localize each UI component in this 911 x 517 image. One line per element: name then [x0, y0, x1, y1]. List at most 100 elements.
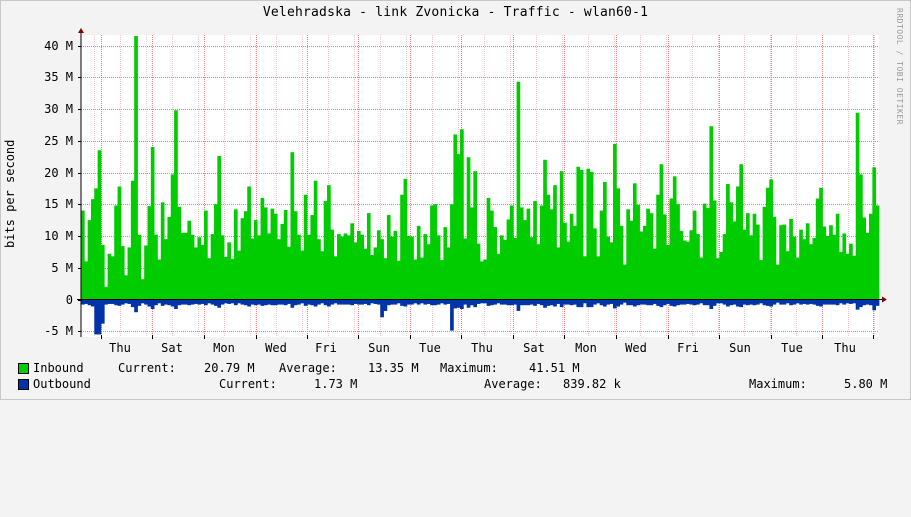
inbound-bar — [822, 226, 827, 300]
outbound-bar — [360, 299, 364, 305]
outbound-bar — [170, 299, 175, 307]
inbound-bar — [243, 211, 248, 300]
inbound-current-label: Current: — [118, 361, 176, 375]
outbound-bar — [373, 299, 378, 304]
inbound-bar — [872, 167, 877, 300]
inbound-bar — [852, 255, 857, 300]
inbound-bar — [789, 218, 793, 300]
inbound-bar — [170, 174, 175, 300]
outbound-bar — [573, 299, 577, 305]
outbound-bar — [84, 299, 89, 304]
inbound-bar — [317, 239, 321, 300]
y-tick-label: 15 M — [44, 197, 73, 211]
inbound-bar — [772, 216, 777, 300]
x-axis-arrow — [882, 296, 887, 303]
outbound-name: Outbound — [33, 377, 91, 391]
inbound-bar — [809, 244, 813, 300]
inbound-bar — [366, 213, 371, 300]
outbound-bar — [430, 299, 434, 306]
x-tick-label: Fri — [315, 341, 337, 355]
inbound-bar — [859, 174, 863, 300]
outbound-bar — [333, 299, 338, 304]
major-grid — [81, 35, 879, 337]
outbound-bar — [539, 299, 544, 306]
inbound-average-label: Average: — [279, 361, 337, 375]
axes — [77, 28, 887, 339]
outbound-bar — [327, 299, 331, 307]
inbound-bar — [579, 169, 584, 300]
outbound-bar — [323, 299, 328, 306]
inbound-bar — [486, 197, 491, 300]
inbound-bar — [609, 242, 614, 300]
outbound-bar — [217, 299, 222, 308]
outbound-bar — [789, 299, 793, 306]
inbound-bar — [323, 201, 328, 300]
inbound-bar — [769, 179, 773, 300]
inbound-bar — [553, 185, 557, 300]
inbound-bar — [81, 210, 85, 300]
outbound-bar — [839, 299, 843, 304]
inbound-bar — [87, 220, 92, 300]
outbound-bar — [154, 299, 158, 306]
inbound-bar — [114, 205, 118, 300]
inbound-bar — [463, 238, 468, 300]
inbound-bar — [686, 241, 690, 300]
y-tick-label: 40 M — [44, 39, 73, 53]
inbound-bar — [396, 260, 401, 300]
outbound-bar — [90, 299, 95, 307]
inbound-bar — [762, 206, 767, 300]
inbound-bar — [204, 210, 208, 300]
outbound-bar — [606, 299, 611, 305]
inbound-bar — [775, 264, 780, 300]
rrdtool-watermark: RRDTOOL / TOBI OETIKER — [895, 8, 904, 125]
inbound-bar — [619, 225, 624, 300]
inbound-bar — [815, 198, 820, 300]
inbound-bar — [536, 244, 541, 300]
outbound-bar — [220, 299, 225, 305]
inbound-bar — [523, 220, 527, 300]
outbound-bar — [822, 299, 827, 305]
inbound-bar — [313, 180, 318, 300]
inbound-bar — [253, 220, 258, 300]
outbound-bar — [636, 299, 640, 306]
outbound-bar — [330, 299, 335, 305]
inbound-bar — [696, 234, 700, 300]
outbound-bar — [845, 299, 850, 304]
legend-inbound: Inbound Current: 20.79 M Average: 13.35 … — [0, 361, 911, 377]
y-tick-label: 5 M — [51, 261, 73, 275]
inbound-bar — [436, 235, 441, 300]
inbound-bar — [476, 243, 481, 300]
inbound-bar — [420, 257, 424, 300]
inbound-bar — [227, 242, 231, 300]
outbound-bar — [436, 299, 441, 305]
inbound-bar — [616, 188, 621, 300]
inbound-bar — [223, 256, 228, 300]
inbound-bar — [875, 205, 880, 300]
outbound-bar — [659, 299, 664, 308]
outbound-average-value: 839.82 k — [563, 377, 621, 391]
outbound-bar — [287, 299, 291, 304]
outbound-maximum-label: Maximum: — [749, 377, 807, 391]
outbound-bar — [739, 299, 744, 308]
inbound-bar — [779, 225, 783, 300]
outbound-bar — [184, 299, 188, 305]
inbound-bar — [862, 217, 867, 300]
inbound-bar — [649, 213, 654, 300]
inbound-bar — [413, 259, 418, 300]
inbound-name: Inbound — [33, 361, 84, 375]
inbound-bar — [849, 243, 853, 300]
inbound-bar — [443, 227, 448, 300]
inbound-bar — [406, 236, 411, 300]
outbound-bar — [383, 299, 388, 311]
outbound-bar — [87, 299, 92, 306]
inbound-bar — [124, 275, 128, 300]
inbound-bar — [370, 255, 374, 300]
outbound-bar — [317, 299, 321, 305]
outbound-bar — [114, 299, 118, 306]
outbound-bar — [240, 299, 245, 305]
inbound-bar — [287, 246, 291, 300]
outbound-bar — [762, 299, 767, 306]
inbound-bar — [736, 186, 740, 300]
outbound-bar — [736, 299, 740, 307]
outbound-bar — [210, 299, 215, 305]
